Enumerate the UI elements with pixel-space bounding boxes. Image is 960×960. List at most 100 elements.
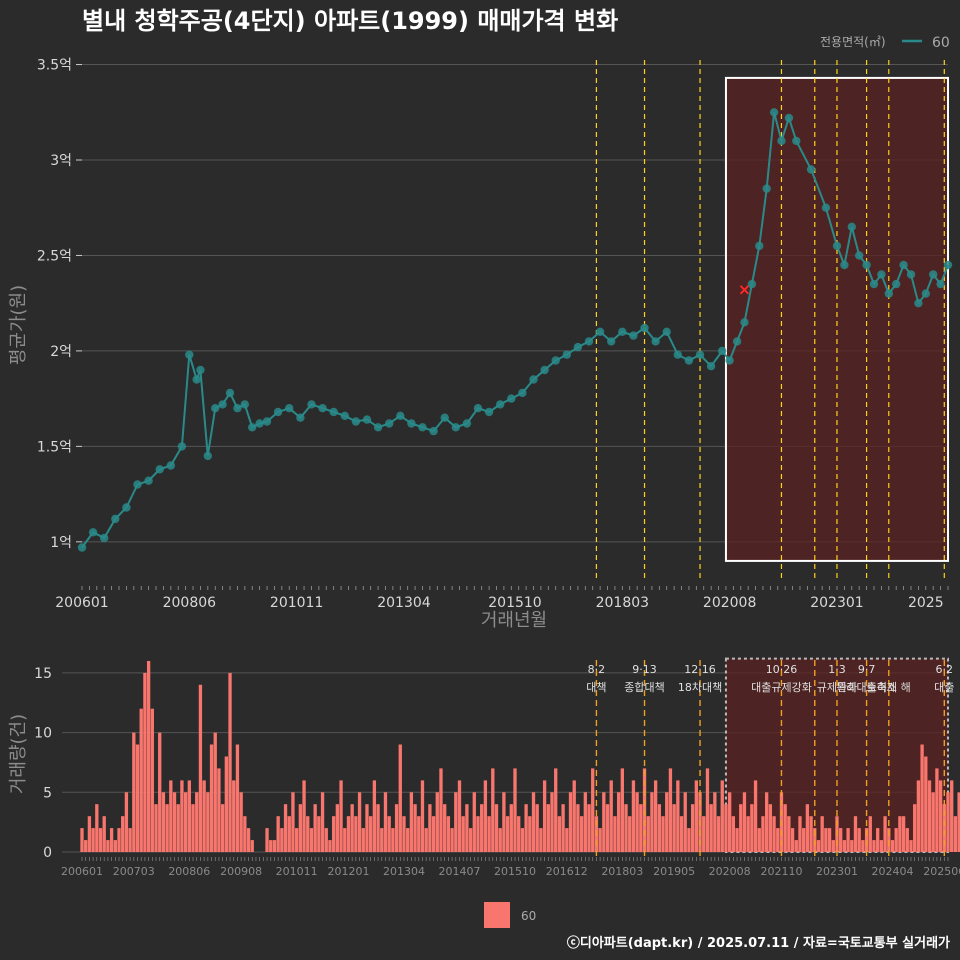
volume-bar [679, 816, 684, 852]
volume-bar [87, 816, 92, 852]
volume-bar [380, 828, 384, 852]
volume-bar [924, 756, 928, 852]
volume-bar [84, 840, 88, 852]
volume-bar [524, 804, 528, 852]
volume-bar [694, 780, 698, 852]
volume-bar [158, 732, 162, 852]
volume-bar [332, 816, 336, 852]
volume-bar [365, 804, 369, 852]
volume-bar [209, 744, 214, 852]
volume-bar [609, 780, 613, 852]
volume-bar [657, 804, 661, 852]
price-x-axis-title: 거래년월 [481, 610, 547, 631]
volume-bar [942, 804, 946, 852]
volume-bar [165, 804, 169, 852]
volume-x-tick-label: 202506 [923, 865, 960, 878]
volume-x-minor-ticks [81, 857, 949, 861]
volume-bar [391, 828, 395, 852]
volume-bar [398, 744, 402, 852]
price-x-tick-label: 200806 [163, 595, 217, 611]
volume-bar [805, 804, 810, 852]
volume-bar [557, 816, 562, 852]
volume-bar [938, 780, 943, 852]
volume-bar [117, 828, 121, 852]
volume-bar [472, 792, 476, 852]
volume-bar [324, 828, 328, 852]
volume-bar [121, 816, 125, 852]
price-legend-title: 전용면적(㎡) [820, 35, 886, 49]
volume-bar [372, 780, 377, 852]
volume-bar [420, 780, 425, 852]
volume-bar [468, 828, 473, 852]
volume-bar [742, 792, 747, 852]
volume-bar [206, 792, 210, 852]
volume-bar [243, 816, 247, 852]
volume-bar [931, 792, 935, 852]
volume-bar [598, 828, 602, 852]
price-x-tick-label: 201304 [377, 595, 431, 611]
volume-bar [487, 816, 491, 852]
event-name-label: 대책 [586, 681, 606, 694]
volume-bar [776, 828, 780, 852]
volume-x-tick-label: 201201 [327, 865, 369, 878]
volume-bar [287, 816, 291, 852]
event-name-label: 특례대출축소 [836, 681, 897, 694]
volume-bar [765, 792, 769, 852]
volume-bar [757, 828, 761, 852]
volume-bar [876, 828, 880, 852]
volume-bar [124, 792, 129, 852]
volume-event-labels: 8·2 대책 9·13 종합대책 12·16 18차대책 10·26 대출규제강화 1·3 규제완… [586, 663, 954, 694]
volume-bar [217, 768, 221, 852]
volume-bar [283, 804, 288, 852]
volume-bar [306, 816, 310, 852]
volume-bar [761, 816, 765, 852]
volume-bar [646, 816, 650, 852]
volume-bar [616, 792, 621, 852]
volume-x-tick-label: 202404 [871, 865, 913, 878]
volume-bar [228, 672, 232, 852]
volume-bar [898, 816, 902, 852]
volume-bar [735, 828, 739, 852]
volume-x-ticks: 200601 200703 200806 200908 201011 201201 2013… [61, 865, 960, 878]
volume-bar [753, 780, 758, 852]
volume-bar [280, 828, 284, 852]
volume-bar [639, 804, 643, 852]
volume-bar [676, 780, 680, 852]
volume-x-tick-label: 201407 [438, 865, 480, 878]
volume-bar [727, 792, 732, 852]
volume-bar [716, 816, 721, 852]
volume-bar [161, 792, 166, 852]
volume-bar [154, 804, 158, 852]
volume-bar [542, 780, 547, 852]
event-name-label: 토허제 해 [867, 680, 911, 694]
price-legend: 전용면적(㎡) 60 [820, 35, 950, 51]
volume-bar [620, 768, 624, 852]
volume-x-tick-label: 200908 [220, 865, 262, 878]
event-date-label: 8·2 [588, 663, 606, 676]
volume-bar [480, 804, 484, 852]
volume-bar [483, 780, 488, 852]
price-y-ticks: 1억 1.5억 2억 2.5억 3억 3.5억 [37, 58, 82, 551]
event-date-label: 9·13 [632, 663, 657, 676]
volume-bar [846, 828, 850, 852]
volume-bar [476, 816, 480, 852]
volume-bar [428, 804, 432, 852]
volume-bar [842, 840, 847, 852]
price-x-minor-ticks [81, 586, 949, 590]
volume-bar [905, 828, 909, 852]
volume-bar [343, 828, 347, 852]
volume-bar [139, 708, 143, 852]
volume-bar [520, 828, 525, 852]
volume-bar [539, 828, 543, 852]
price-y-tick-label: 3.5억 [37, 58, 72, 74]
volume-bar [109, 828, 114, 852]
volume-bar [491, 768, 495, 852]
volume-bar [95, 804, 99, 852]
volume-bar [687, 828, 691, 852]
volume-bar [798, 816, 802, 852]
volume-bar [724, 804, 728, 852]
volume-bar [235, 744, 240, 852]
volume-bar [690, 804, 695, 852]
volume-y-tick-label: 10 [34, 726, 52, 742]
volume-bar [868, 816, 872, 852]
